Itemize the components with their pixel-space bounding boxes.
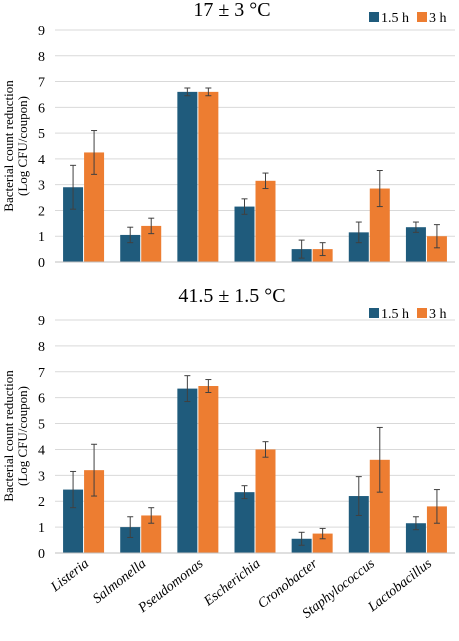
chart-1-ytick-label: 8 <box>38 50 45 65</box>
chart-2-bar-15h-cronobacter <box>291 538 312 553</box>
chart-2-bar-3h-salmonella <box>141 515 162 553</box>
chart-2-bar-3h-listeria <box>84 470 105 553</box>
chart-2-legend-swatch <box>369 308 379 318</box>
chart-2-bar-15h-lactobacillus <box>405 523 426 553</box>
chart-2-ylabel-line2: (Log CFU/coupon) <box>15 386 30 486</box>
chart-1-bar-15h-escherichia <box>234 206 255 262</box>
chart-2-xtick-label: Listeria <box>48 556 92 595</box>
chart-1-ytick-label: 9 <box>38 24 45 39</box>
chart-2-ytick-label: 8 <box>38 340 45 355</box>
chart-1-title: 17 ± 3 °C <box>193 0 270 21</box>
chart-2-ytick-label: 0 <box>38 547 45 562</box>
chart-1-legend-swatch <box>417 12 427 22</box>
chart-1-bar-15h-pseudomonas <box>177 91 198 262</box>
chart-1-legend-swatch <box>369 12 379 22</box>
chart-1-ytick-label: 3 <box>38 179 45 194</box>
chart-2-ylabel-line1: Bacterial count reduction <box>1 370 16 502</box>
chart-2-ytick-label: 6 <box>38 392 45 407</box>
chart-2-bar-15h-salmonella <box>120 527 141 553</box>
chart-2-legend-label: 3 h <box>429 307 447 322</box>
chart-1-legend-label: 3 h <box>429 11 447 26</box>
chart-1-ytick-label: 7 <box>38 76 45 91</box>
chart-1-ytick-label: 4 <box>38 153 45 168</box>
chart-2-bar-15h-staphylococcus <box>348 496 369 553</box>
chart-1-bar-15h-staphylococcus <box>348 232 369 262</box>
chart-2-ytick-label: 1 <box>38 521 45 536</box>
chart-2-ytick-label: 4 <box>38 443 45 458</box>
chart-1-bar-3h-staphylococcus <box>369 188 390 262</box>
chart-1-ytick-label: 2 <box>38 204 45 219</box>
chart-1-bar-3h-escherichia <box>255 180 276 262</box>
chart-1-bar-15h-salmonella <box>120 234 141 262</box>
chart-2-bar-15h-pseudomonas <box>177 388 198 553</box>
chart-1-bar-15h-listeria <box>63 187 84 262</box>
chart-1-bar-15h-lactobacillus <box>405 227 426 262</box>
chart-2-xtick-label: Lactobacillus <box>365 556 436 616</box>
chart-2-title: 41.5 ± 1.5 °C <box>178 285 285 307</box>
chart-2-ytick-label: 9 <box>38 314 45 329</box>
chart-2-bar-3h-lactobacillus <box>426 506 447 553</box>
chart-2-ytick-label: 7 <box>38 366 45 381</box>
chart-1-ytick-label: 0 <box>38 256 45 271</box>
chart-1-ylabel-line2: (Log CFU/coupon) <box>15 96 30 196</box>
chart-2-ytick-label: 2 <box>38 495 45 510</box>
chart-1-ytick-label: 5 <box>38 127 45 142</box>
chart-2-ytick-label: 5 <box>38 418 45 433</box>
chart-1-bar-3h-pseudomonas <box>198 91 219 262</box>
chart-2-legend-label: 1.5 h <box>381 307 409 322</box>
chart-1-ylabel-line1: Bacterial count reduction <box>1 80 16 212</box>
chart-1-legend-label: 1.5 h <box>381 11 409 26</box>
chart-1-ytick-label: 6 <box>38 101 45 116</box>
chart-2-bar-15h-listeria <box>63 489 84 553</box>
chart-2-ytick-label: 3 <box>38 469 45 484</box>
chart-2-xtick-label: Salmonella <box>90 556 149 607</box>
chart-2-bar-15h-escherichia <box>234 492 255 553</box>
chart-1-bar-3h-lactobacillus <box>426 236 447 262</box>
chart-1-bar-3h-listeria <box>84 152 105 262</box>
chart-2-bar-3h-escherichia <box>255 449 276 553</box>
chart-2-bar-3h-staphylococcus <box>369 459 390 553</box>
chart-1-bar-3h-salmonella <box>141 225 162 262</box>
chart-1-ytick-label: 1 <box>38 230 45 245</box>
chart-2-bar-3h-cronobacter <box>312 533 333 553</box>
chart-2-bar-3h-pseudomonas <box>198 386 219 553</box>
chart-2-legend-swatch <box>417 308 427 318</box>
chart-2-xtick-label: Escherichia <box>201 556 264 610</box>
